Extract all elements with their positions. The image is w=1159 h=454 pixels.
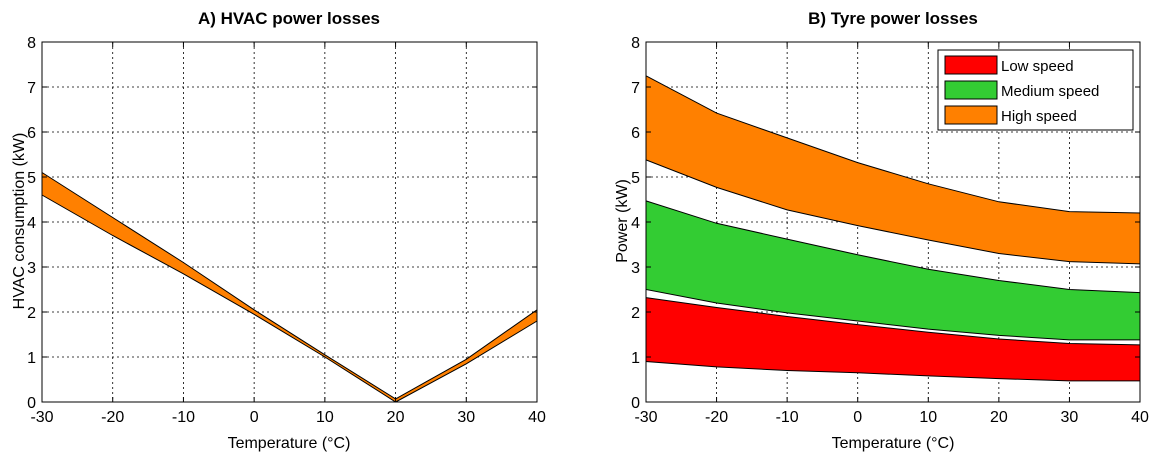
hvac-x-tick-label: 0 (250, 409, 259, 426)
tyre-y-tick-label: 7 (631, 80, 640, 97)
hvac-bands (41, 171, 538, 403)
tyre-chart: B) Tyre power losses -30 -20 -10 0 10 20 30 40 0… (614, 9, 1149, 452)
hvac-y-tick-label: 3 (27, 260, 36, 277)
hvac-y-tick-label: 4 (27, 215, 36, 232)
tyre-x-tick-label: 20 (990, 409, 1008, 426)
hvac-x-tick-label: -20 (101, 409, 124, 426)
tyre-x-tick-label: 10 (919, 409, 937, 426)
legend-swatch-high-speed (944, 105, 998, 125)
tyre-y-tick-label: 1 (631, 350, 640, 367)
tyre-x-axis-label: Temperature (°C) (832, 435, 955, 452)
hvac-chart-title: A) HVAC power losses (198, 9, 380, 28)
hvac-y-axis-label: HVAC consumption (kW) (11, 133, 28, 310)
tyre-y-tick-label: 0 (631, 395, 640, 412)
hvac-y-tick-label: 5 (27, 170, 36, 187)
hvac-x-tick-label: 30 (457, 409, 475, 426)
tyre-x-tick-label: 40 (1131, 409, 1149, 426)
tyre-x-tick-label: -30 (634, 409, 657, 426)
hvac-y-tick-label: 2 (27, 305, 36, 322)
tyre-y-axis-label: Power (kW) (614, 179, 631, 263)
tyre-y-tick-label: 3 (631, 260, 640, 277)
hvac-x-tick-label: -30 (30, 409, 53, 426)
tyre-y-tick-label: 2 (631, 305, 640, 322)
tyre-y-tick-label: 5 (631, 170, 640, 187)
hvac-y-tick-label: 8 (27, 35, 36, 52)
tyre-chart-title: B) Tyre power losses (808, 9, 978, 28)
tyre-y-tick-label: 8 (631, 35, 640, 52)
hvac-x-axis-label: Temperature (°C) (228, 435, 351, 452)
tyre-y-tick-label: 6 (631, 125, 640, 142)
tyre-legend: Low speed Medium speed High speed (937, 49, 1134, 131)
hvac-x-tick-label: 20 (387, 409, 405, 426)
tyre-y-tick-label: 4 (631, 215, 640, 232)
hvac-axes: -30 -20 -10 0 10 20 30 40 0 1 2 3 4 5 6 7 8 (27, 35, 546, 426)
hvac-chart: A) HVAC power losses -30 -20 -10 0 10 20 30 40 0… (11, 9, 546, 452)
tyre-axes: -30 -20 -10 0 10 20 30 40 0 1 2 3 4 5 6 7 8 (631, 35, 1149, 426)
legend-label-medium-speed: Medium speed (1001, 83, 1099, 100)
legend-swatch-low-speed (944, 55, 998, 75)
hvac-x-tick-label: 10 (316, 409, 334, 426)
tyre-x-tick-label: -20 (705, 409, 728, 426)
hvac-y-tick-label: 7 (27, 80, 36, 97)
hvac-gridlines (42, 42, 537, 402)
legend-label-high-speed: High speed (1001, 108, 1077, 125)
legend-swatch-medium-speed (944, 80, 998, 100)
hvac-y-tick-label: 6 (27, 125, 36, 142)
hvac-y-tick-label: 0 (27, 395, 36, 412)
hvac-y-tick-label: 1 (27, 350, 36, 367)
hvac-band-range (41, 171, 538, 403)
legend-label-low-speed: Low speed (1001, 58, 1074, 75)
hvac-x-tick-label: -10 (172, 409, 195, 426)
tyre-x-tick-label: 30 (1061, 409, 1079, 426)
tyre-x-tick-label: 0 (853, 409, 862, 426)
tyre-x-tick-label: -10 (776, 409, 799, 426)
hvac-x-tick-label: 40 (528, 409, 546, 426)
